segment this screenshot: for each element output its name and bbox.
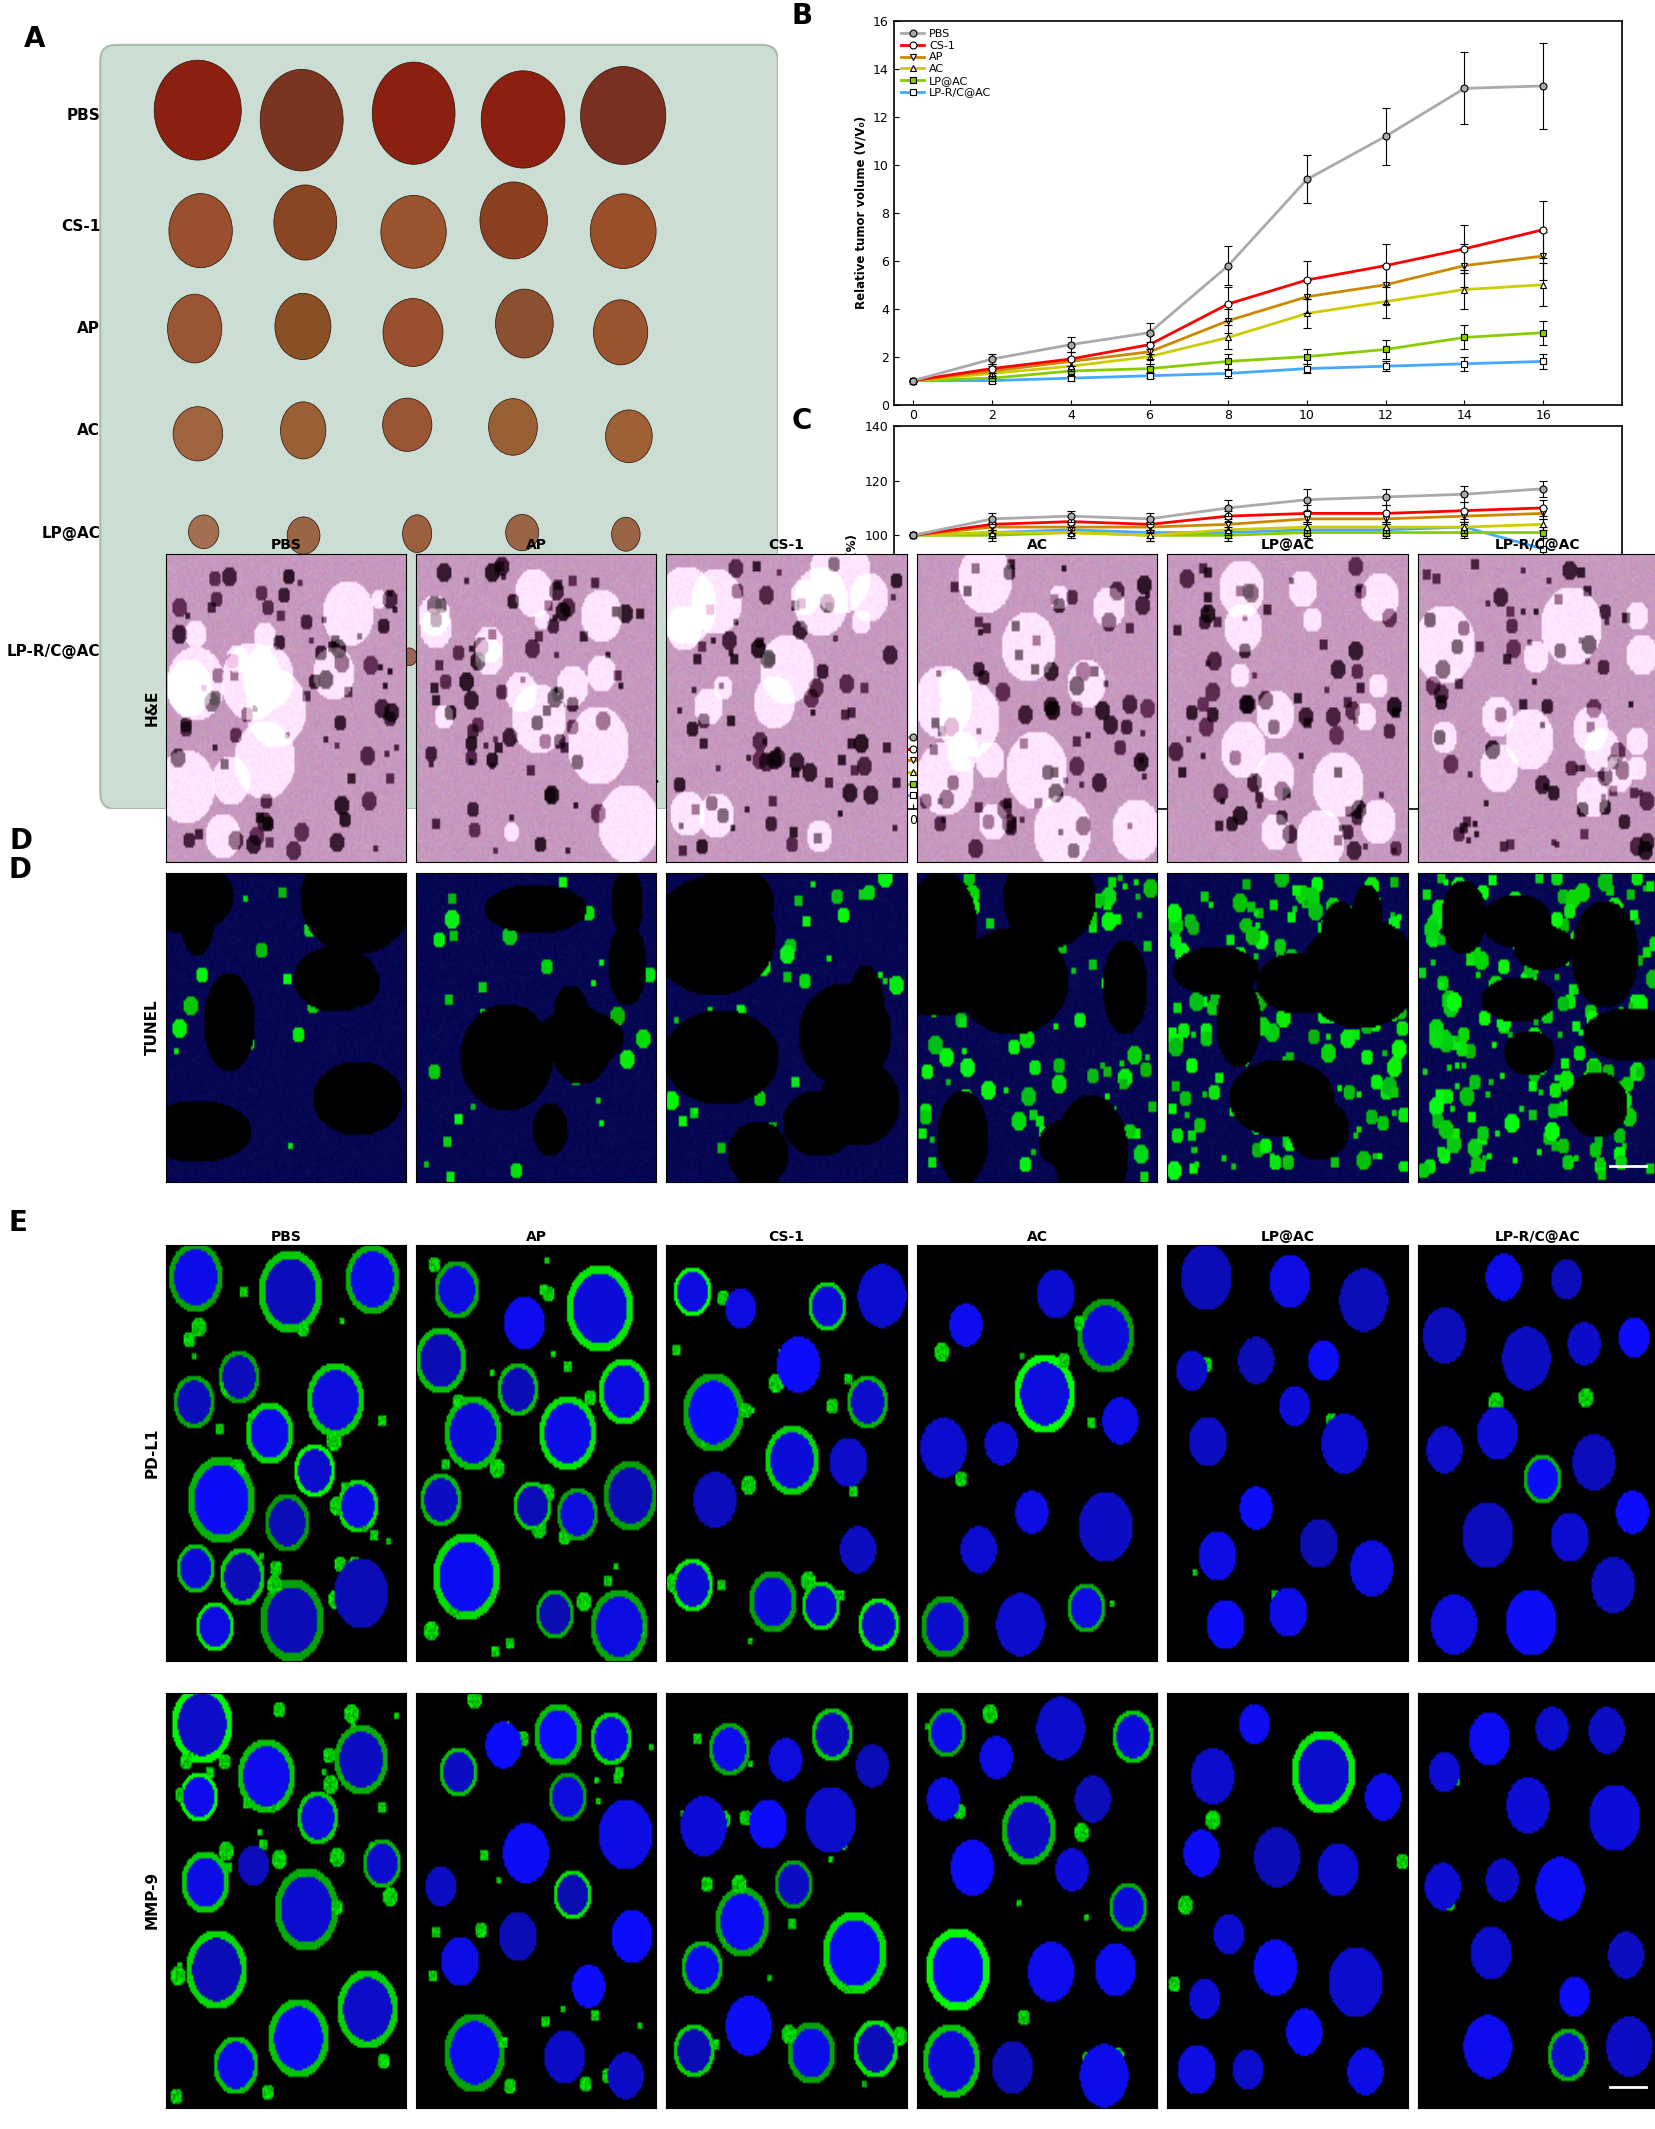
FancyBboxPatch shape (101, 45, 778, 809)
Ellipse shape (169, 194, 232, 268)
Text: B: B (791, 2, 813, 30)
Ellipse shape (286, 517, 319, 554)
Ellipse shape (612, 517, 640, 551)
X-axis label: Time (d): Time (d) (1225, 832, 1291, 847)
Ellipse shape (401, 647, 417, 666)
Ellipse shape (581, 66, 665, 164)
Y-axis label: Relative body weight (%): Relative body weight (%) (846, 534, 859, 700)
Ellipse shape (495, 290, 553, 358)
Title: PBS: PBS (270, 1231, 301, 1243)
Text: PBS: PBS (66, 109, 101, 123)
Text: AC: AC (78, 424, 101, 439)
Title: LP-R/C@AC: LP-R/C@AC (1494, 1231, 1581, 1243)
Ellipse shape (381, 196, 447, 268)
Ellipse shape (303, 643, 319, 666)
Title: LP@AC: LP@AC (1261, 1231, 1314, 1243)
Title: CS-1: CS-1 (768, 539, 804, 551)
Y-axis label: TUNEL: TUNEL (146, 999, 161, 1056)
Text: CS-1: CS-1 (61, 219, 101, 234)
Text: LP@AC: LP@AC (41, 526, 101, 541)
Ellipse shape (480, 181, 548, 260)
Ellipse shape (154, 60, 242, 160)
Ellipse shape (606, 411, 652, 462)
Y-axis label: Relative tumor volume (V/V₀): Relative tumor volume (V/V₀) (854, 117, 867, 309)
Title: AC: AC (1026, 539, 1048, 551)
Ellipse shape (515, 637, 533, 658)
Title: AC: AC (1026, 1231, 1048, 1243)
Title: AP: AP (526, 1231, 546, 1243)
Y-axis label: PD-L1: PD-L1 (146, 1429, 161, 1478)
Y-axis label: MMP-9: MMP-9 (146, 1871, 161, 1929)
Ellipse shape (372, 62, 455, 164)
Ellipse shape (185, 641, 202, 660)
Y-axis label: H&E: H&E (146, 690, 161, 726)
Text: E: E (8, 1209, 26, 1237)
X-axis label: Time (d): Time (d) (1225, 428, 1291, 443)
Title: PBS: PBS (270, 539, 301, 551)
Ellipse shape (273, 185, 336, 260)
Text: 1 cm: 1 cm (606, 790, 637, 803)
Ellipse shape (506, 515, 540, 551)
Legend: PBS, CS-1, AP, AC, LP@AC, LP-R/C@AC: PBS, CS-1, AP, AC, LP@AC, LP-R/C@AC (899, 730, 993, 803)
Text: LP-R/C@AC: LP-R/C@AC (7, 643, 101, 660)
Ellipse shape (488, 398, 538, 456)
Ellipse shape (189, 515, 218, 549)
Title: LP-R/C@AC: LP-R/C@AC (1494, 539, 1581, 551)
Ellipse shape (280, 402, 326, 460)
Ellipse shape (275, 294, 331, 360)
Title: CS-1: CS-1 (768, 1231, 804, 1243)
Text: AP: AP (78, 321, 101, 336)
Title: LP@AC: LP@AC (1261, 539, 1314, 551)
Ellipse shape (591, 194, 655, 268)
Ellipse shape (594, 300, 647, 364)
Ellipse shape (402, 515, 432, 554)
Title: AP: AP (526, 539, 546, 551)
Text: D: D (8, 856, 31, 884)
Ellipse shape (382, 398, 432, 451)
Text: A: A (25, 26, 46, 53)
Ellipse shape (619, 645, 639, 666)
Ellipse shape (174, 407, 223, 460)
Legend: PBS, CS-1, AP, AC, LP@AC, LP-R/C@AC: PBS, CS-1, AP, AC, LP@AC, LP-R/C@AC (899, 28, 993, 100)
Text: C: C (791, 407, 813, 434)
Ellipse shape (482, 70, 564, 168)
Ellipse shape (260, 70, 343, 170)
Ellipse shape (382, 298, 444, 366)
Ellipse shape (167, 294, 222, 362)
Text: D: D (10, 826, 33, 856)
